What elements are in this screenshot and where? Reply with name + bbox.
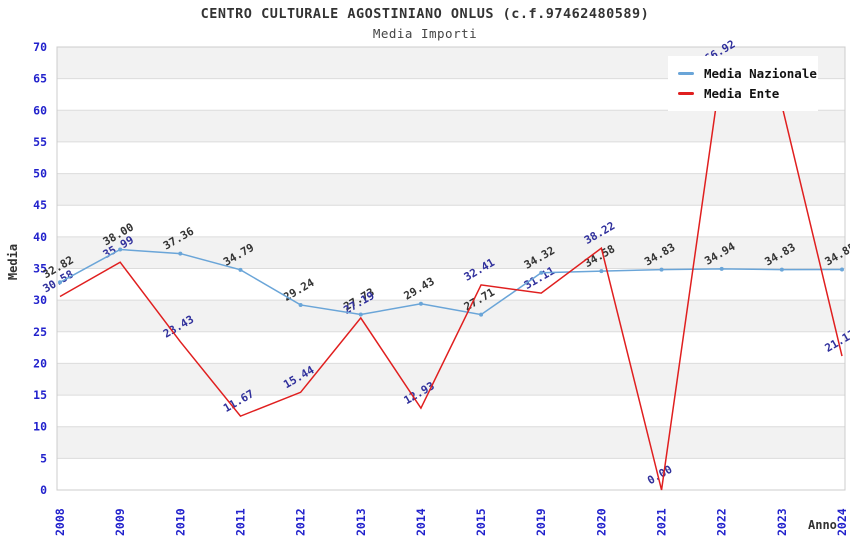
grid-band xyxy=(57,236,845,269)
media-nazionale-point-marker xyxy=(178,251,183,256)
media-nazionale-point-marker xyxy=(539,270,544,275)
y-axis-tick-label: 70 xyxy=(33,40,47,54)
y-axis-tick-label: 65 xyxy=(33,72,47,86)
legend-item-media-ente: Media Ente xyxy=(678,83,808,103)
grid-band xyxy=(57,173,845,206)
media-nazionale-point-marker xyxy=(418,301,423,306)
x-axis-tick-label: 2020 xyxy=(594,508,608,536)
media-nazionale-line xyxy=(59,248,843,316)
legend-item-media-nazionale: Media Nazionale xyxy=(678,63,817,83)
media-nazionale-line-swatch xyxy=(678,71,694,75)
x-axis-tick-label: 2019 xyxy=(534,508,548,536)
media-nazionale-point-marker xyxy=(479,312,484,317)
media-nazionale-point-marker xyxy=(659,267,664,272)
y-axis-tick-label: 15 xyxy=(33,388,47,402)
y-axis-tick-label: 45 xyxy=(33,198,47,212)
y-axis-tick-label: 10 xyxy=(33,420,47,434)
media-nazionale-value-label: 29.24 xyxy=(281,276,317,304)
legend-label-media-nazionale: Media Nazionale xyxy=(704,65,817,81)
x-axis-tick-label: 2010 xyxy=(173,508,187,536)
media-nazionale-point-marker xyxy=(58,280,62,285)
media-nazionale-point-marker xyxy=(599,269,604,274)
media-nazionale-value-label: 29.43 xyxy=(402,275,437,303)
y-axis-title: Media xyxy=(6,244,20,280)
x-axis-tick-label: 2023 xyxy=(775,508,789,536)
y-axis-tick-label: 5 xyxy=(40,451,47,465)
grid-band xyxy=(57,110,845,142)
grid-band xyxy=(57,426,845,459)
media-nazionale-point-marker xyxy=(779,267,784,272)
media-ente-line xyxy=(59,65,843,491)
chart-legend: Media Nazionale Media Ente xyxy=(668,56,818,111)
x-axis-tick-label: 2022 xyxy=(715,508,729,536)
y-axis-tick-label: 60 xyxy=(33,103,47,117)
plot-border xyxy=(56,46,846,491)
media-nazionale-point-marker xyxy=(358,312,363,317)
x-axis-tick-label: 2021 xyxy=(655,508,669,536)
chart-title: CENTRO CULTURALE AGOSTINIANO ONLUS (c.f.… xyxy=(200,6,650,22)
x-axis-title: Anno xyxy=(808,518,837,532)
media-nazionale-point-marker xyxy=(298,302,303,307)
y-axis-tick-label: 50 xyxy=(33,167,47,181)
grid-band xyxy=(57,363,845,396)
chart-subtitle: Media Importi xyxy=(372,26,478,41)
x-axis-tick-label: 2014 xyxy=(414,508,428,536)
x-axis-tick-label: 2008 xyxy=(53,508,67,536)
media-nazionale-point-marker xyxy=(840,267,844,272)
x-axis-tick-label: 2012 xyxy=(294,508,308,536)
media-ente-line-swatch xyxy=(678,91,694,95)
y-axis-tick-label: 55 xyxy=(33,135,47,149)
x-axis-tick-label: 2024 xyxy=(835,508,849,536)
y-axis-tick-label: 40 xyxy=(33,230,47,244)
media-nazionale-point-marker xyxy=(719,266,724,271)
grid-band xyxy=(57,300,845,332)
y-axis-tick-label: 35 xyxy=(33,262,47,276)
y-axis-tick-label: 20 xyxy=(33,356,47,370)
x-axis-tick-label: 2009 xyxy=(113,508,127,536)
y-axis-tick-label: 25 xyxy=(33,325,47,339)
x-axis-tick-label: 2011 xyxy=(233,508,247,536)
media-nazionale-point-marker xyxy=(238,267,243,272)
y-axis-tick-label: 30 xyxy=(33,293,47,307)
media-nazionale-point-marker xyxy=(118,247,123,252)
y-axis-tick-label: 0 xyxy=(40,483,47,497)
x-axis-tick-label: 2015 xyxy=(474,508,488,536)
legend-label-media-ente: Media Ente xyxy=(704,85,780,101)
x-axis-tick-label: 2013 xyxy=(354,508,368,536)
